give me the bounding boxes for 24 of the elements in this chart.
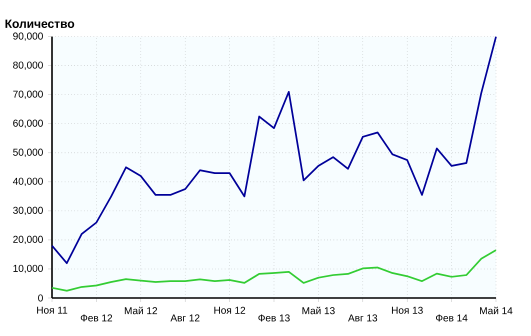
y-tick-label: 70,000	[13, 90, 43, 99]
x-tick-label: Май 13	[302, 306, 335, 314]
x-tick-label: Авг 13	[348, 314, 378, 322]
y-tick-label: 20,000	[13, 236, 43, 244]
y-tick-label: 80,000	[13, 62, 43, 70]
y-tick-label: 40,000	[12, 178, 43, 186]
x-tick-label: Авг 12	[170, 314, 200, 322]
line-series	[51, 36, 497, 264]
y-tick-label: 50,000	[13, 148, 43, 157]
x-tick-label: Фев 12	[80, 314, 112, 322]
x-tick-label: Май 12	[124, 306, 158, 314]
y-tick-label: 60,000	[13, 120, 43, 128]
y-tick-label: 30,000	[13, 206, 43, 216]
y-tick-label: 10,000	[13, 264, 43, 274]
y-axis-title: Количество	[6, 20, 74, 28]
x-tick-label: Ноя 11	[37, 306, 68, 314]
y-tick-label: 0	[38, 294, 43, 302]
y-tick-label: 90,000	[13, 32, 43, 41]
x-tick-label: Фев 13	[258, 314, 290, 322]
x-tick-label: Май 14	[480, 306, 512, 314]
x-tick-label: Фев 14	[436, 314, 468, 322]
x-tick-label: Ноя 12	[214, 306, 246, 314]
x-tick-label: Ноя 13	[392, 306, 423, 314]
line-series	[51, 249, 497, 292]
